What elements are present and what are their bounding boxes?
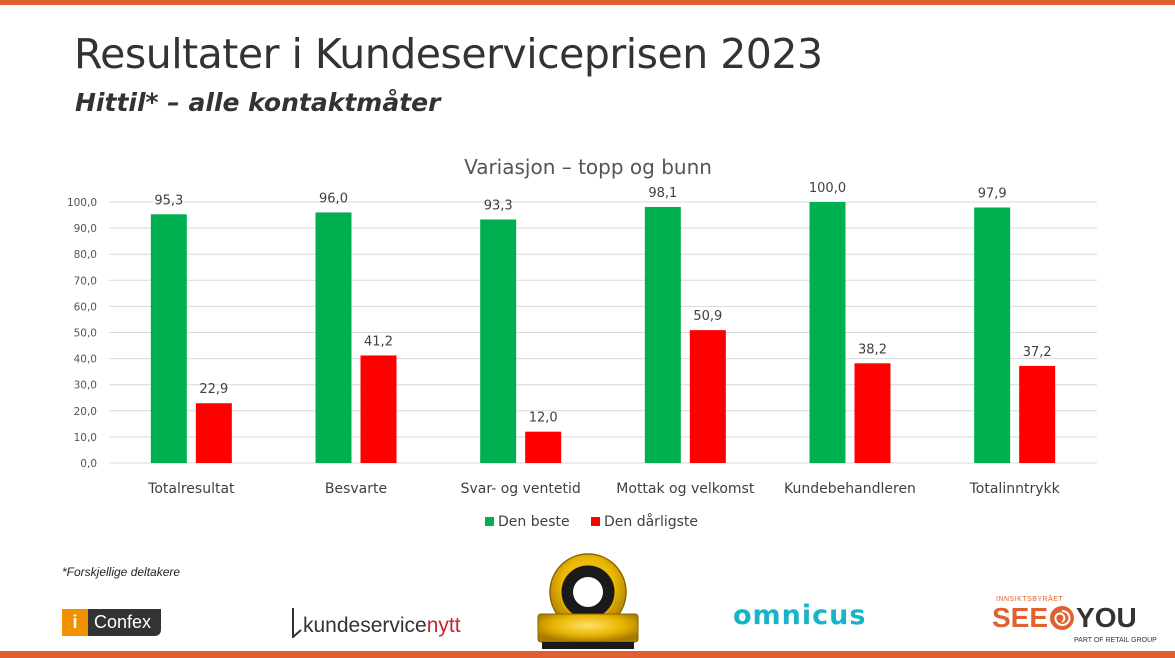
bar-best (974, 207, 1011, 463)
bar-best (150, 214, 187, 463)
y-tick-label: 10,0 (74, 432, 97, 444)
nbk-seal-logo (537, 553, 639, 649)
bar-worst (854, 363, 891, 463)
bar-best (480, 219, 517, 463)
seeyou-logo: INNSIKTSBYRÅET SEE YOU PART OF RETAIL GR… (992, 596, 1162, 646)
seeyou-logo-you: YOU (1076, 602, 1137, 633)
kundeservicenytt-logo-part2: nytt (426, 614, 461, 637)
bar-worst (525, 431, 562, 463)
legend-label: Den dårligste (604, 513, 698, 530)
y-tick-label: 70,0 (74, 275, 97, 287)
legend-label: Den beste (498, 514, 570, 530)
kundeservicenytt-logo-part1: kundeservice (303, 614, 427, 637)
y-tick-label: 50,0 (74, 328, 97, 340)
omnicus-logo: omnicus (733, 600, 867, 631)
confex-logo: i Confex (62, 609, 162, 636)
data-label: 50,9 (693, 309, 722, 324)
data-label: 37,2 (1023, 345, 1052, 360)
data-label: 98,1 (648, 186, 677, 201)
y-tick-label: 0,0 (80, 458, 97, 470)
data-label: 12,0 (529, 411, 558, 426)
data-label: 95,3 (154, 193, 183, 208)
y-tick-label: 80,0 (74, 249, 97, 261)
data-label: 97,9 (978, 186, 1007, 201)
footnote: *Forskjellige deltakere (62, 565, 181, 579)
legend-swatch (485, 517, 494, 526)
seeyou-logo-top: INNSIKTSBYRÅET (996, 596, 1064, 603)
x-tick-label: Besvarte (325, 481, 387, 497)
y-tick-label: 20,0 (74, 406, 97, 418)
slide-title: Resultater i Kundeserviceprisen 2023 (74, 30, 823, 78)
x-tick-label: Svar- og ventetid (461, 481, 581, 497)
kundeservicenytt-logo: kundeservice nytt (292, 608, 461, 638)
top-accent-bar (0, 0, 1175, 5)
legend-swatch (591, 517, 600, 526)
y-tick-label: 60,0 (74, 301, 97, 313)
kundeservicenytt-logo-mark (292, 608, 302, 638)
seeyou-logo-see: SEE (992, 602, 1049, 633)
bar-worst (360, 355, 397, 463)
data-label: 100,0 (809, 181, 846, 196)
bar-best (644, 206, 681, 464)
data-label: 38,2 (858, 342, 887, 357)
bar-best (315, 212, 352, 463)
bar-best (809, 202, 846, 463)
data-label: 41,2 (364, 334, 393, 349)
seeyou-logo-tagline: PART OF RETAIL GROUP (1074, 637, 1157, 644)
bottom-accent-bar (0, 651, 1175, 658)
confex-logo-icon: i (62, 609, 88, 636)
data-label: 93,3 (484, 198, 513, 213)
x-tick-label: Kundebehandleren (784, 481, 916, 497)
slide-subtitle: Hittil* – alle kontaktmåter (75, 88, 441, 117)
y-tick-label: 100,0 (67, 197, 97, 209)
bar-worst (1019, 365, 1056, 463)
data-label: 96,0 (319, 191, 348, 206)
x-tick-label: Mottak og velkomst (616, 481, 755, 497)
bar-chart: Variasjon – topp og bunn 0,0 10,0 20,0 30,0 4… (67, 155, 1097, 530)
x-tick-label: Totalresultat (147, 481, 235, 497)
x-tick-label: Totalinntrykk (969, 481, 1061, 497)
confex-logo-name: Confex (88, 609, 162, 636)
seeyou-logo-main: SEE YOU (992, 602, 1137, 634)
bar-worst (195, 403, 232, 463)
bar-worst (689, 330, 726, 463)
chart-title: Variasjon – topp og bunn (464, 155, 712, 179)
data-label: 22,9 (199, 382, 228, 397)
seeyou-swirl-icon (1050, 606, 1075, 630)
y-tick-label: 40,0 (74, 354, 97, 366)
y-tick-label: 30,0 (74, 380, 97, 392)
y-tick-label: 90,0 (74, 223, 97, 235)
